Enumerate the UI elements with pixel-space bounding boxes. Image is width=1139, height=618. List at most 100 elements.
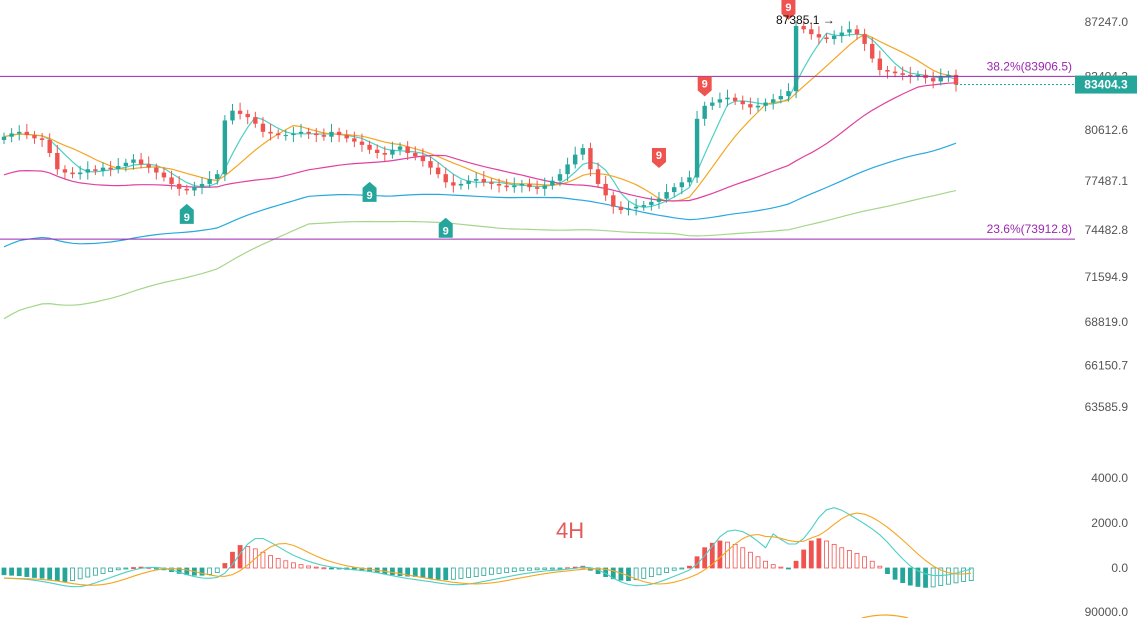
candle-body bbox=[915, 74, 921, 77]
macd-bar bbox=[648, 567, 654, 577]
candle bbox=[443, 167, 448, 188]
macd-bar bbox=[39, 567, 45, 579]
candle-body bbox=[611, 195, 616, 207]
candle bbox=[344, 129, 349, 143]
candle-body bbox=[481, 179, 487, 183]
macd-bar bbox=[732, 543, 738, 569]
candle bbox=[877, 50, 883, 76]
candle bbox=[245, 109, 250, 125]
candle bbox=[374, 144, 380, 159]
candle-body bbox=[786, 91, 791, 97]
price-tick-label: 71594.9 bbox=[1085, 270, 1129, 284]
macd-bar bbox=[923, 567, 928, 588]
candle-body bbox=[428, 161, 433, 168]
candle-body bbox=[458, 183, 464, 186]
candle bbox=[816, 26, 822, 45]
candle-body bbox=[763, 102, 768, 106]
candle bbox=[192, 181, 197, 196]
td-badge-text: 9 bbox=[443, 226, 449, 238]
candle bbox=[108, 160, 113, 177]
candle-body bbox=[778, 96, 784, 100]
candle-body bbox=[870, 43, 875, 59]
macd-bar bbox=[900, 567, 906, 584]
candle-body bbox=[725, 97, 730, 100]
candle bbox=[420, 148, 426, 167]
candle bbox=[679, 176, 685, 195]
macd-bar bbox=[16, 567, 22, 577]
candle bbox=[534, 180, 540, 195]
candle-body bbox=[687, 177, 692, 183]
candle-body bbox=[801, 26, 806, 30]
candle bbox=[397, 142, 403, 156]
macd-bar bbox=[77, 567, 83, 580]
candle bbox=[268, 123, 273, 141]
macd-bar bbox=[808, 540, 814, 569]
candle bbox=[953, 69, 959, 92]
candle bbox=[85, 161, 90, 180]
candle bbox=[740, 95, 745, 110]
candle bbox=[595, 162, 601, 189]
macd-bar bbox=[945, 567, 951, 585]
price-tick-label: 68819.0 bbox=[1085, 315, 1129, 329]
candle-body bbox=[283, 135, 288, 137]
candle bbox=[405, 141, 410, 161]
candle bbox=[542, 177, 547, 196]
candle-body bbox=[131, 159, 136, 163]
macd-bar bbox=[953, 567, 959, 584]
candle-body bbox=[519, 183, 525, 186]
macd-bar bbox=[511, 567, 517, 572]
macd-bar bbox=[930, 567, 936, 588]
candle-body bbox=[496, 183, 502, 186]
macd-bar bbox=[9, 567, 15, 576]
candle bbox=[435, 162, 441, 179]
candle-body bbox=[24, 131, 30, 136]
fib-label: 23.6%(73912.8) bbox=[987, 222, 1072, 236]
candle bbox=[763, 98, 768, 112]
candle-body bbox=[793, 26, 799, 92]
candle-body bbox=[664, 192, 669, 199]
macd-bar bbox=[656, 567, 662, 576]
macd-bar bbox=[892, 567, 898, 580]
macd-bar bbox=[801, 549, 807, 569]
macd-bar bbox=[496, 567, 502, 574]
td-badge-shape bbox=[651, 148, 666, 169]
macd-bar bbox=[504, 567, 510, 573]
candle bbox=[176, 175, 182, 196]
candle-body bbox=[854, 29, 860, 35]
macd-bar bbox=[481, 567, 487, 576]
macd-bar bbox=[412, 567, 418, 577]
candle bbox=[938, 68, 943, 86]
candle bbox=[116, 158, 121, 174]
candle-body bbox=[374, 149, 380, 154]
macd-bar bbox=[450, 567, 456, 580]
candle-body bbox=[17, 131, 22, 134]
td-badge-shape bbox=[697, 76, 712, 97]
macd-bar bbox=[816, 538, 822, 569]
candle bbox=[184, 184, 189, 195]
candle-body bbox=[169, 177, 174, 184]
candle-body bbox=[504, 185, 509, 188]
macd-bar bbox=[846, 550, 852, 569]
candle-body bbox=[260, 123, 266, 132]
candle-body bbox=[839, 32, 844, 36]
candle-body bbox=[847, 29, 852, 33]
timeframe-label: 4H bbox=[556, 518, 584, 543]
macd-bar bbox=[214, 567, 220, 573]
candle-body bbox=[62, 169, 68, 173]
candle-body bbox=[702, 105, 707, 119]
candle bbox=[93, 165, 98, 175]
candle-body bbox=[405, 146, 410, 154]
candle-body bbox=[717, 99, 723, 103]
candle bbox=[314, 128, 319, 143]
candle bbox=[892, 66, 898, 78]
candle bbox=[275, 129, 281, 140]
candle bbox=[778, 89, 784, 104]
candle-body bbox=[237, 110, 243, 114]
candle-body bbox=[649, 201, 654, 206]
candle bbox=[672, 183, 677, 198]
candle-body bbox=[55, 153, 60, 170]
macd-bar bbox=[747, 551, 753, 569]
candle-body bbox=[892, 71, 898, 74]
candle-body bbox=[542, 185, 547, 189]
